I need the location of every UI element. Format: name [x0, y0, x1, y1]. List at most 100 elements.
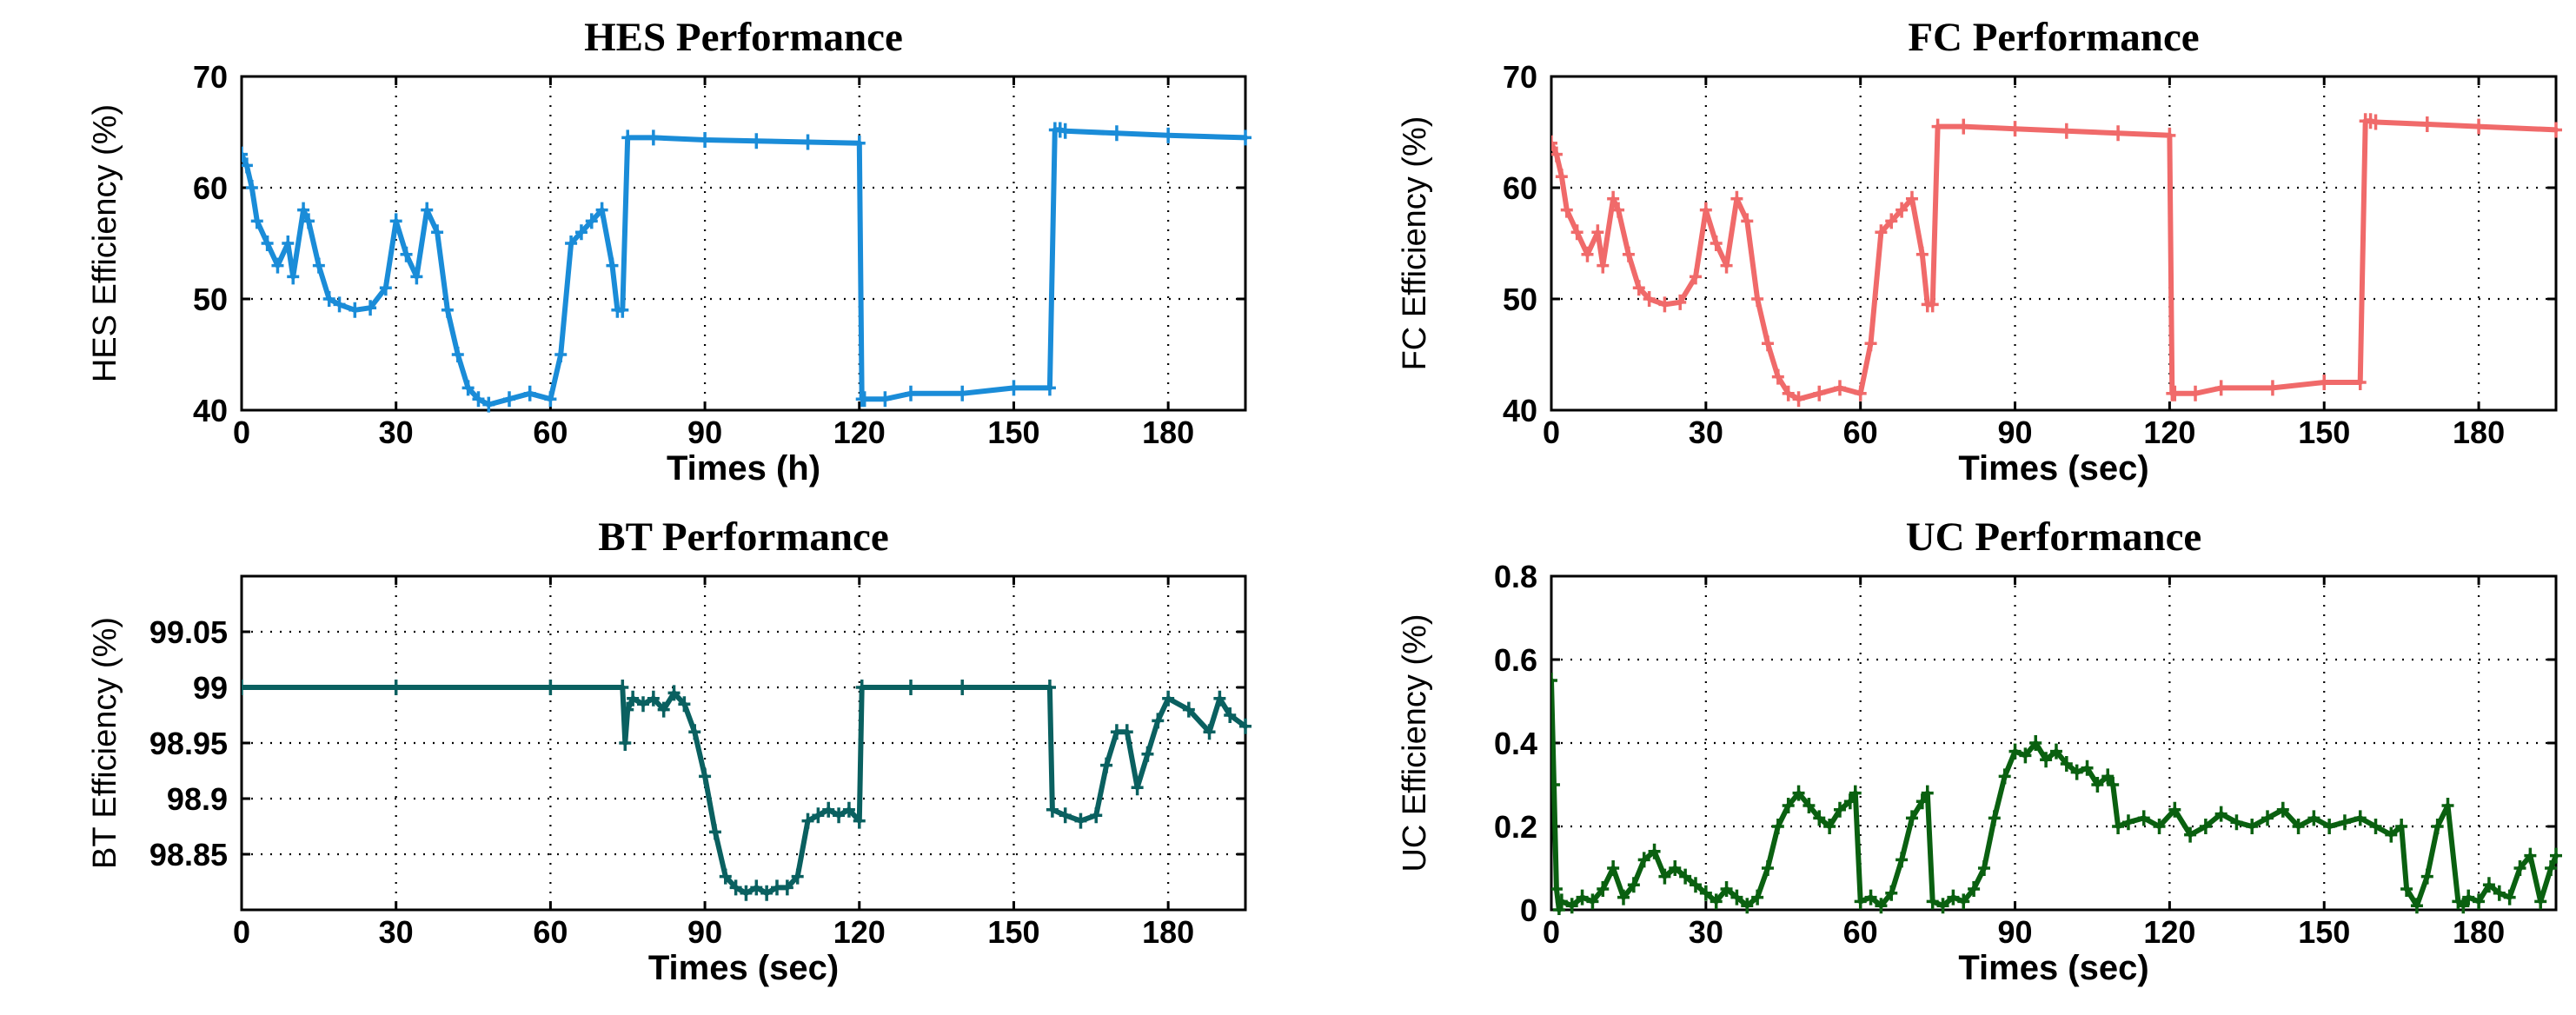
data-point-marker — [261, 236, 274, 251]
data-point-marker — [822, 801, 835, 818]
data-point-marker — [2153, 819, 2166, 834]
series-1 — [1551, 113, 2562, 408]
data-point-marker — [242, 157, 253, 174]
data-point-marker — [1689, 877, 1702, 893]
data-point-marker — [2473, 893, 2486, 910]
x-tick-label: 30 — [379, 914, 414, 950]
data-point-marker — [282, 236, 295, 251]
data-point-marker — [441, 302, 454, 318]
y-tick-label: 99.05 — [149, 614, 228, 650]
data-point-marker — [1131, 779, 1144, 796]
data-point-marker — [1224, 707, 1237, 723]
data-point-marker — [364, 300, 377, 316]
data-point-marker — [1669, 860, 1682, 876]
data-point-marker — [1885, 213, 1898, 229]
data-point-marker — [2163, 127, 2176, 143]
data-point-marker — [1699, 202, 1712, 218]
data-point-marker — [1730, 190, 1743, 207]
data-point-marker — [1782, 798, 1795, 813]
data-point-marker — [431, 224, 444, 241]
data-point-marker — [1968, 881, 1981, 897]
data-point-marker — [678, 696, 691, 713]
data-point-marker — [2008, 743, 2022, 760]
data-point-marker — [2091, 777, 2104, 793]
x-tick-label: 150 — [987, 415, 1039, 450]
data-point-marker — [1560, 202, 1573, 218]
data-point-marker — [1854, 893, 1867, 910]
data-point-marker — [2230, 814, 2243, 831]
data-point-marker — [1926, 296, 1939, 313]
data-point-marker — [565, 236, 578, 251]
data-point-marker — [1591, 224, 1604, 241]
data-point-marker — [585, 213, 598, 229]
x-tick-label: 60 — [533, 914, 568, 950]
data-point-marker — [1730, 889, 1743, 906]
data-point-marker — [1751, 889, 1764, 906]
chart-title: UC Performance — [1906, 514, 2202, 560]
data-point-marker — [1586, 893, 1599, 910]
data-point-marker — [2112, 819, 2125, 834]
data-point-marker — [842, 801, 855, 818]
data-point-marker — [1100, 757, 1113, 773]
data-point-marker — [647, 690, 660, 707]
data-point-marker — [451, 347, 464, 362]
y-tick-label: 40 — [193, 393, 228, 428]
data-point-marker — [1059, 807, 1072, 824]
data-point-marker — [2199, 819, 2212, 834]
data-point-marker — [1905, 810, 1918, 826]
data-point-marker — [1792, 785, 1805, 801]
y-tick-label: 50 — [1503, 282, 1537, 317]
data-point-marker — [2019, 747, 2032, 764]
x-tick-label: 180 — [1142, 415, 1194, 450]
data-point-marker — [1936, 898, 1949, 914]
x-tick-label: 90 — [687, 914, 722, 950]
data-point-marker — [2354, 375, 2367, 390]
data-point-marker — [1915, 793, 1929, 810]
x-tick-label: 150 — [2298, 914, 2350, 950]
data-point-marker — [637, 696, 649, 713]
data-point-marker — [1895, 852, 1909, 868]
data-point-marker — [554, 347, 568, 362]
data-point-marker — [2307, 810, 2320, 826]
data-point-marker — [780, 879, 793, 896]
y-tick-label: 99 — [193, 670, 228, 706]
x-axis-label: Times (sec) — [1958, 949, 2148, 987]
data-point-marker — [616, 302, 629, 318]
x-tick-label: 30 — [379, 415, 414, 450]
data-point-marker — [1875, 224, 1888, 241]
data-point-marker — [1849, 785, 1862, 801]
y-tick-label: 0 — [1520, 892, 1537, 928]
data-point-marker — [2410, 898, 2423, 914]
data-point-marker — [1239, 129, 1251, 146]
data-point-marker — [1720, 881, 1733, 897]
data-point-marker — [1120, 724, 1133, 740]
x-axis-label: Times (h) — [667, 449, 820, 488]
data-point-marker — [905, 385, 917, 401]
data-point-marker — [400, 246, 413, 262]
data-point-marker — [595, 202, 608, 218]
data-point-marker — [1741, 898, 1754, 914]
data-point-marker — [245, 180, 258, 196]
data-point-marker — [2060, 756, 2073, 772]
data-point-marker — [544, 680, 557, 695]
data-point-marker — [2420, 116, 2433, 133]
data-point-marker — [1059, 123, 1072, 139]
x-tick-label: 0 — [1543, 914, 1560, 950]
x-tick-label: 30 — [1689, 415, 1723, 450]
data-point-marker — [858, 391, 871, 408]
x-tick-label: 90 — [1998, 415, 2033, 450]
data-point-marker — [1957, 118, 1970, 135]
y-tick-label: 40 — [1503, 393, 1537, 428]
x-tick-label: 90 — [687, 415, 722, 450]
data-point-marker — [1090, 807, 1103, 824]
x-tick-label: 60 — [1843, 415, 1878, 450]
data-point-marker — [1043, 380, 1056, 396]
data-point-marker — [1833, 801, 1846, 818]
data-point-marker — [1576, 889, 1589, 906]
data-point-marker — [2214, 380, 2227, 396]
data-point-marker — [2462, 889, 2475, 906]
series-1 — [242, 680, 1251, 901]
data-point-marker — [1570, 224, 1583, 241]
x-tick-label: 60 — [1843, 914, 1878, 950]
